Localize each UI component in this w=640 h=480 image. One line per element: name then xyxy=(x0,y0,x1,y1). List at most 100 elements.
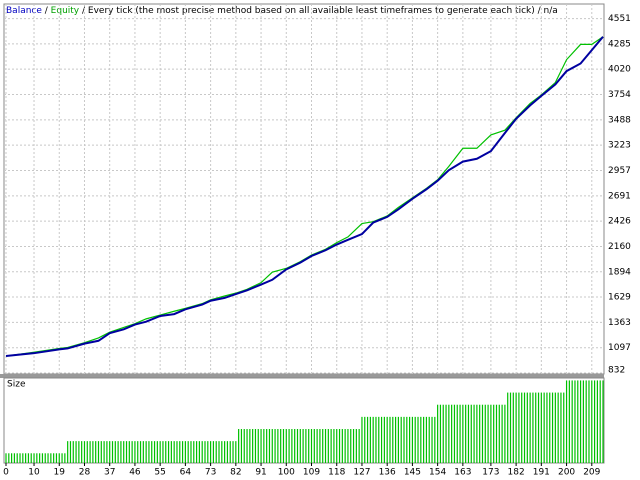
size-bar xyxy=(179,441,181,463)
size-bar xyxy=(232,441,234,463)
size-bar xyxy=(369,416,371,463)
size-bar xyxy=(266,429,268,463)
size-bar xyxy=(453,404,456,463)
size-bar xyxy=(277,429,279,463)
size-bar xyxy=(195,441,198,463)
size-bar xyxy=(442,404,444,463)
size-bar xyxy=(221,441,223,463)
x-tick-label: 127 xyxy=(353,468,370,478)
size-bar xyxy=(187,441,189,463)
size-bar xyxy=(16,453,18,463)
x-tick-label: 37 xyxy=(104,468,115,478)
size-bar xyxy=(537,392,540,463)
size-bar xyxy=(218,441,220,463)
size-bar xyxy=(305,429,307,463)
size-bar xyxy=(137,441,139,463)
size-bar xyxy=(148,441,150,463)
size-bar xyxy=(504,404,506,463)
size-bar xyxy=(170,441,172,463)
size-bar xyxy=(22,453,24,463)
size-bar xyxy=(212,441,215,463)
size-bar xyxy=(350,429,352,463)
x-tick-label: 109 xyxy=(303,468,320,478)
series-line xyxy=(5,36,604,358)
size-bar xyxy=(50,453,52,463)
y-tick-label: 1629 xyxy=(608,293,631,303)
size-bar xyxy=(181,441,184,463)
size-bar xyxy=(451,404,453,463)
size-bar xyxy=(394,416,397,463)
size-bar xyxy=(540,392,542,463)
size-bar xyxy=(434,416,436,463)
size-bar xyxy=(509,392,512,463)
size-bar xyxy=(319,429,321,463)
size-bar xyxy=(198,441,200,463)
size-bar xyxy=(423,416,425,463)
size-bar xyxy=(554,392,556,463)
size-bar xyxy=(490,404,492,463)
size-bar xyxy=(366,416,369,463)
x-tick-label: 163 xyxy=(454,468,471,478)
size-bar xyxy=(282,429,285,463)
size-bar xyxy=(481,404,484,463)
size-bar xyxy=(36,453,38,463)
size-bar xyxy=(495,404,498,463)
size-bar xyxy=(64,453,66,463)
x-tick-label: 200 xyxy=(558,468,575,478)
x-tick-label: 64 xyxy=(180,468,192,478)
x-tick-label: 73 xyxy=(205,468,216,478)
size-bar xyxy=(47,453,49,463)
size-bar xyxy=(215,441,217,463)
size-bar xyxy=(400,416,402,463)
size-bar xyxy=(420,416,422,463)
size-bar xyxy=(271,429,273,463)
size-bar xyxy=(392,416,394,463)
size-bar xyxy=(588,380,590,463)
size-bar xyxy=(201,441,203,463)
x-tick-label: 19 xyxy=(54,468,66,478)
y-tick-label: 4551 xyxy=(608,14,631,24)
size-bar xyxy=(465,404,467,463)
size-bar xyxy=(263,429,265,463)
size-bar xyxy=(515,392,517,463)
size-bar xyxy=(577,380,579,463)
size-bar xyxy=(344,429,346,463)
size-bar xyxy=(439,404,442,463)
size-bar xyxy=(167,441,170,463)
size-bar xyxy=(243,429,245,463)
size-bar xyxy=(568,380,570,463)
size-bar xyxy=(406,416,408,463)
y-tick-label: 4285 xyxy=(608,39,631,49)
size-bar xyxy=(414,416,416,463)
size-bar xyxy=(8,453,10,463)
size-bar xyxy=(151,441,153,463)
size-bar xyxy=(224,441,226,463)
size-bar xyxy=(602,380,604,463)
size-bar xyxy=(358,429,360,463)
size-bar xyxy=(308,429,310,463)
size-bar xyxy=(473,404,475,463)
size-bar xyxy=(470,404,472,463)
size-bar xyxy=(41,453,44,463)
x-tick-label: 154 xyxy=(429,468,446,478)
size-bar xyxy=(593,380,596,463)
size-bar xyxy=(596,380,598,463)
size-bar xyxy=(501,404,503,463)
size-bar xyxy=(333,429,335,463)
size-bar xyxy=(67,441,69,463)
size-bar xyxy=(375,416,377,463)
y-tick-label: 3223 xyxy=(608,141,631,151)
size-bar xyxy=(383,416,385,463)
size-bar xyxy=(285,429,287,463)
size-bar xyxy=(507,392,509,463)
size-bar xyxy=(55,453,58,463)
size-bar xyxy=(582,380,584,463)
size-bar xyxy=(484,404,486,463)
panel-separator xyxy=(0,374,604,378)
size-bar xyxy=(238,429,240,463)
size-bar xyxy=(341,429,343,463)
x-tick-label: 136 xyxy=(379,468,396,478)
x-tick-label: 100 xyxy=(278,468,295,478)
x-tick-label: 46 xyxy=(129,468,141,478)
size-bar xyxy=(61,453,63,463)
